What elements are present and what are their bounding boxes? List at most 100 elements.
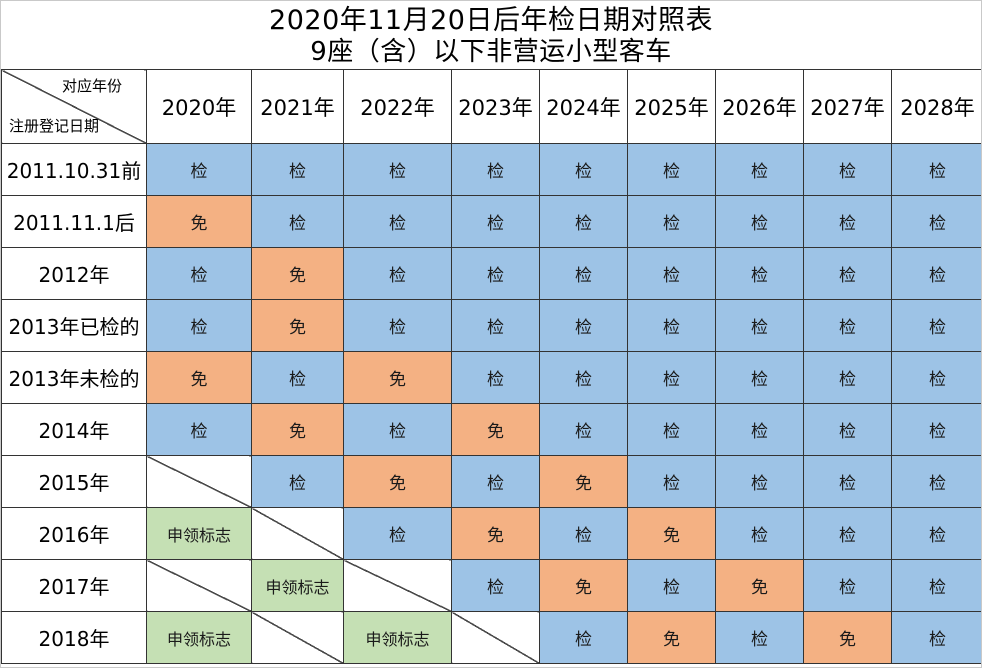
status-cell: 检 <box>539 299 628 352</box>
status-cell: 检 <box>451 143 540 196</box>
status-cell: 检 <box>891 611 981 664</box>
table-row: 2011.11.1后免检检检检检检检检 <box>1 195 981 248</box>
status-cell: 免 <box>251 299 344 352</box>
column-header-2022: 2022年 <box>343 69 452 144</box>
column-header-2023: 2023年 <box>451 69 540 144</box>
status-cell: 检 <box>803 247 892 300</box>
row-label: 2018年 <box>1 611 147 664</box>
status-cell: 检 <box>715 351 804 404</box>
status-cell: 检 <box>539 351 628 404</box>
status-cell: 免 <box>539 559 628 612</box>
column-header-2021: 2021年 <box>251 69 344 144</box>
column-header-2025: 2025年 <box>627 69 716 144</box>
empty-slash-cell <box>251 611 344 664</box>
status-cell: 检 <box>451 299 540 352</box>
status-cell: 免 <box>146 195 252 248</box>
header-row: 对应年份 注册登记日期 2020年 2021年 2022年 2023年 2024… <box>1 69 981 144</box>
status-cell: 检 <box>891 351 981 404</box>
empty-slash-cell <box>146 455 252 508</box>
row-label: 2013年未检的 <box>1 351 147 404</box>
table-header: 对应年份 注册登记日期 2020年 2021年 2022年 2023年 2024… <box>1 69 981 144</box>
row-label: 2013年已检的 <box>1 299 147 352</box>
row-label: 2011.11.1后 <box>1 195 147 248</box>
table-row: 2017年 申领标志检免检免检检 <box>1 559 981 612</box>
status-cell: 检 <box>891 507 981 560</box>
status-cell: 检 <box>343 403 452 456</box>
status-cell: 检 <box>891 559 981 612</box>
status-cell: 检 <box>891 143 981 196</box>
status-cell: 检 <box>891 455 981 508</box>
status-cell: 检 <box>451 455 540 508</box>
status-cell: 申领标志 <box>146 507 252 560</box>
status-cell: 检 <box>251 143 344 196</box>
status-cell: 免 <box>715 559 804 612</box>
status-cell: 检 <box>627 403 716 456</box>
inspection-date-table: 对应年份 注册登记日期 2020年 2021年 2022年 2023年 2024… <box>1 69 981 664</box>
status-cell: 检 <box>627 143 716 196</box>
table-row: 2011.10.31前检检检检检检检检检 <box>1 143 981 196</box>
empty-slash-cell <box>451 611 540 664</box>
status-cell: 检 <box>891 195 981 248</box>
status-cell: 检 <box>251 351 344 404</box>
status-cell: 申领标志 <box>146 611 252 664</box>
column-header-2026: 2026年 <box>715 69 804 144</box>
status-cell: 检 <box>627 351 716 404</box>
status-cell: 检 <box>343 195 452 248</box>
status-cell: 检 <box>539 143 628 196</box>
row-label: 2011.10.31前 <box>1 143 147 196</box>
status-cell: 免 <box>539 455 628 508</box>
status-cell: 申领标志 <box>343 611 452 664</box>
status-cell: 免 <box>803 611 892 664</box>
status-cell: 检 <box>891 403 981 456</box>
status-cell: 检 <box>146 143 252 196</box>
status-cell: 检 <box>627 247 716 300</box>
row-label: 2015年 <box>1 455 147 508</box>
status-cell: 检 <box>451 195 540 248</box>
row-label: 2014年 <box>1 403 147 456</box>
status-cell: 检 <box>803 455 892 508</box>
status-cell: 检 <box>539 247 628 300</box>
status-cell: 免 <box>627 507 716 560</box>
corner-label-bottom-left: 注册登记日期 <box>9 117 100 135</box>
status-cell: 检 <box>451 559 540 612</box>
row-label: 2017年 <box>1 559 147 612</box>
table-row: 2014年检免检免检检检检检 <box>1 403 981 456</box>
title-block: 2020年11月20日后年检日期对照表 9座（含）以下非营运小型客车 <box>1 1 981 67</box>
status-cell: 免 <box>251 403 344 456</box>
row-label: 2016年 <box>1 507 147 560</box>
status-cell: 检 <box>891 299 981 352</box>
status-cell: 检 <box>891 247 981 300</box>
table-row: 2013年未检的免检免检检检检检检 <box>1 351 981 404</box>
status-cell: 检 <box>715 195 804 248</box>
status-cell: 检 <box>803 143 892 196</box>
status-cell: 免 <box>146 351 252 404</box>
corner-label-top-right: 对应年份 <box>61 77 122 95</box>
status-cell: 检 <box>539 611 628 664</box>
column-header-2027: 2027年 <box>803 69 892 144</box>
status-cell: 检 <box>146 247 252 300</box>
status-cell: 检 <box>251 455 344 508</box>
table-row: 2015年检免检免检检检检 <box>1 455 981 508</box>
status-cell: 检 <box>539 403 628 456</box>
status-cell: 检 <box>627 455 716 508</box>
status-cell: 申领标志 <box>251 559 344 612</box>
status-cell: 检 <box>627 559 716 612</box>
status-cell: 免 <box>451 403 540 456</box>
status-cell: 检 <box>715 403 804 456</box>
status-cell: 检 <box>451 351 540 404</box>
status-cell: 检 <box>715 507 804 560</box>
status-cell: 检 <box>715 611 804 664</box>
empty-slash-cell <box>146 559 252 612</box>
status-cell: 检 <box>803 299 892 352</box>
status-cell: 检 <box>715 143 804 196</box>
status-cell: 检 <box>343 507 452 560</box>
empty-slash-cell <box>251 507 344 560</box>
status-cell: 检 <box>627 195 716 248</box>
status-cell: 免 <box>627 611 716 664</box>
table-row: 2016年 申领标志检免检免检检检 <box>1 507 981 560</box>
column-header-2020: 2020年 <box>146 69 252 144</box>
status-cell: 检 <box>343 247 452 300</box>
row-label: 2012年 <box>1 247 147 300</box>
status-cell: 检 <box>539 195 628 248</box>
status-cell: 免 <box>251 247 344 300</box>
